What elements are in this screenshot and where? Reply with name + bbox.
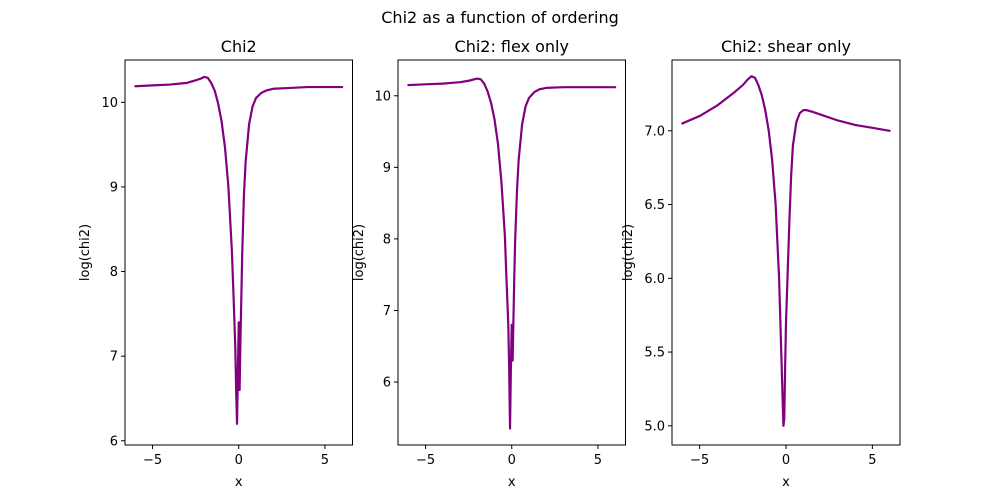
y-tick-label: 9 bbox=[383, 161, 391, 176]
y-tick-label: 6 bbox=[383, 376, 391, 391]
y-tick-label: 6 bbox=[110, 434, 118, 449]
x-tick-label: 0 bbox=[235, 453, 243, 468]
plot-title: Chi2: shear only bbox=[721, 37, 851, 56]
x-axis-label: x bbox=[782, 475, 790, 490]
y-tick-label: 5.5 bbox=[644, 346, 665, 361]
y-tick-label: 7 bbox=[110, 350, 118, 365]
x-tick-label: 0 bbox=[782, 453, 790, 468]
x-tick-label: 5 bbox=[868, 453, 876, 468]
subplot-shear-only: Chi2: shear only x log(chi2) −5 0 5 5.0 5.5 6… bbox=[621, 37, 901, 490]
y-tick-label: 8 bbox=[110, 265, 118, 280]
y-tick-label: 9 bbox=[110, 180, 118, 195]
x-tick-label: −5 bbox=[143, 453, 162, 468]
subplot-flex-only: Chi2: flex only x log(chi2) −5 0 5 6 7 8 9 10 bbox=[352, 37, 626, 490]
x-tick-label: 5 bbox=[594, 453, 602, 468]
y-tick-label: 5.0 bbox=[644, 419, 665, 434]
subplot-chi2: Chi2 x log(chi2) −5 0 5 6 7 8 9 10 bbox=[78, 37, 353, 490]
y-axis-label: log(chi2) bbox=[621, 224, 636, 281]
y-tick-label: 10 bbox=[374, 89, 391, 104]
x-tick-label: −5 bbox=[690, 453, 709, 468]
y-tick-label: 8 bbox=[383, 232, 391, 247]
x-axis-label: x bbox=[508, 475, 516, 490]
x-tick-label: −5 bbox=[416, 453, 435, 468]
series-line bbox=[407, 77, 617, 430]
plot-title: Chi2: flex only bbox=[455, 37, 569, 56]
y-axis-label: log(chi2) bbox=[352, 224, 367, 281]
y-axis-label: log(chi2) bbox=[78, 224, 93, 281]
x-tick-label: 5 bbox=[321, 453, 329, 468]
x-axis-label: x bbox=[235, 475, 243, 490]
figure-suptitle: Chi2 as a function of ordering bbox=[381, 8, 619, 27]
y-tick-label: 10 bbox=[101, 96, 118, 111]
series-line bbox=[681, 75, 891, 427]
y-tick-label: 6.5 bbox=[644, 198, 665, 213]
series-line bbox=[134, 75, 344, 425]
y-tick-label: 7 bbox=[383, 304, 391, 319]
x-tick-label: 0 bbox=[508, 453, 516, 468]
y-tick-label: 7.0 bbox=[644, 124, 665, 139]
plot-title: Chi2 bbox=[221, 37, 257, 56]
y-tick-label: 6.0 bbox=[644, 272, 665, 287]
